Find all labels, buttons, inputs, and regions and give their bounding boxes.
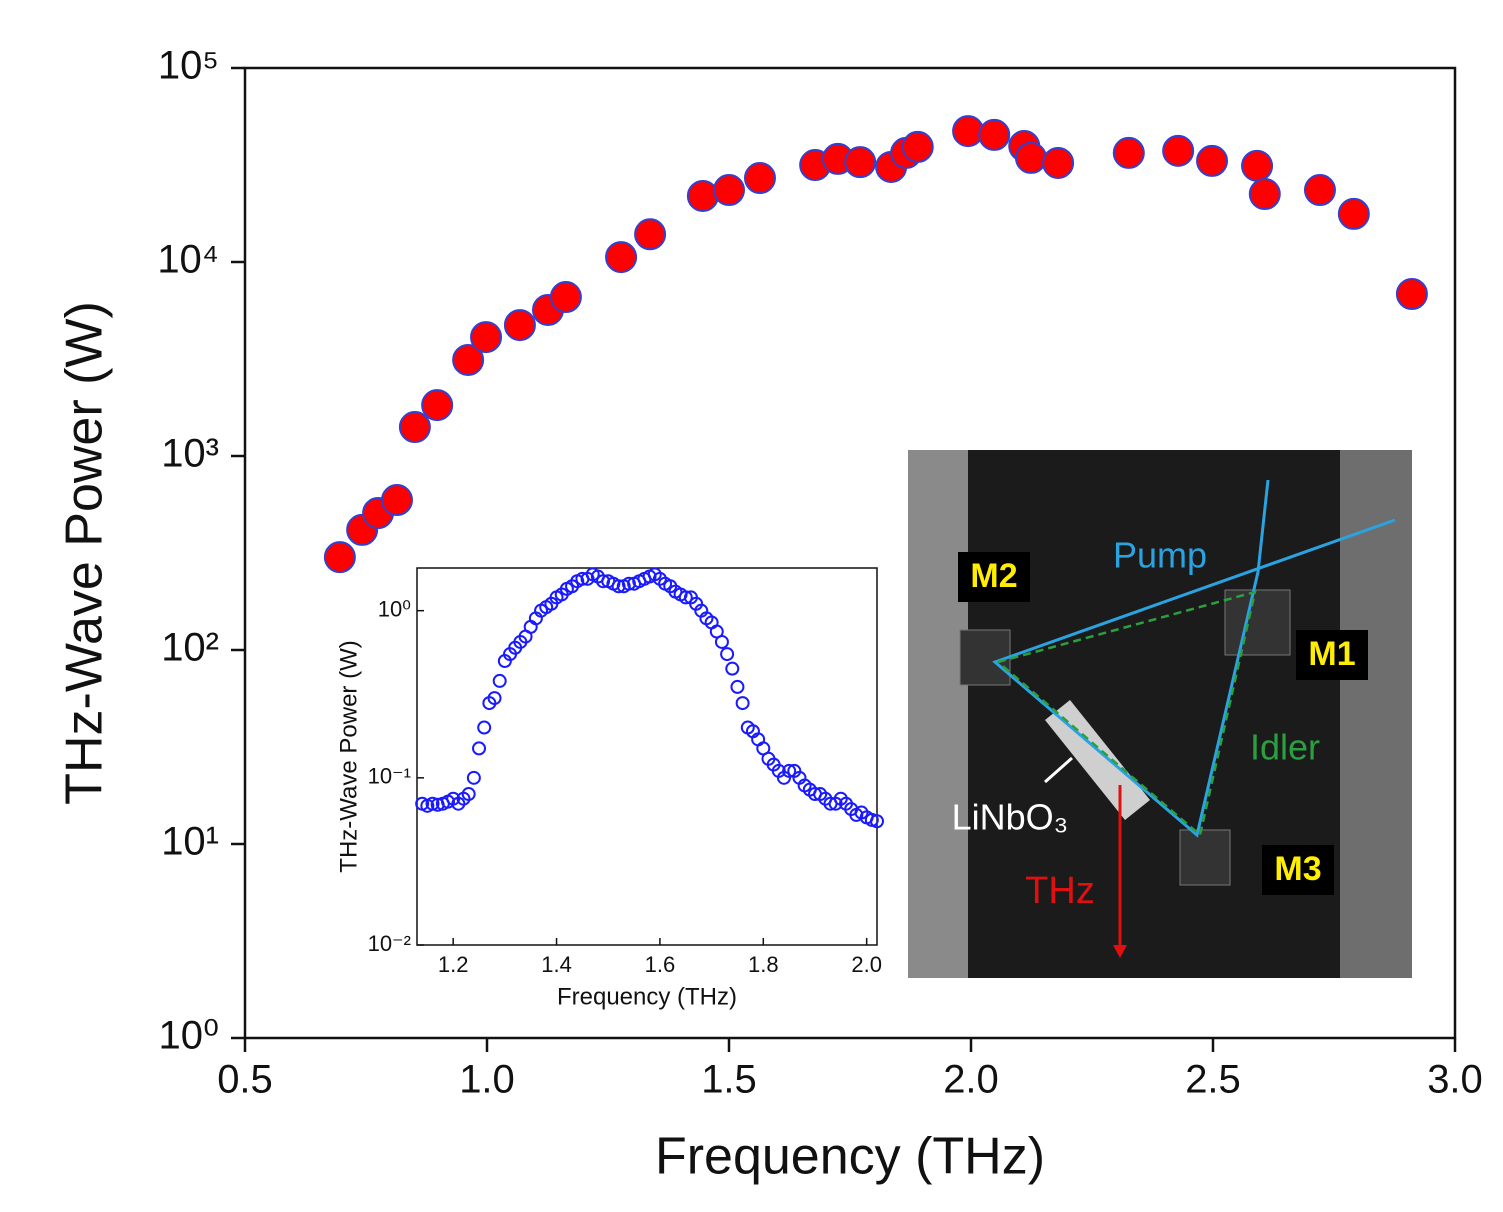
data-point (461, 787, 476, 802)
data-point (472, 741, 487, 756)
beam-label: THz (1025, 870, 1095, 912)
y-tick-label: 10² (161, 626, 219, 670)
data-point (678, 590, 693, 605)
data-point (1015, 141, 1048, 174)
y-tick-label: 10³ (161, 432, 219, 476)
x-axis-title: Frequency (THz) (557, 983, 737, 1010)
data-point (1042, 146, 1075, 179)
photo-table-edge (1340, 450, 1412, 978)
x-tick-label: 2.0 (851, 952, 882, 977)
data-point (477, 720, 492, 735)
x-tick-label: 0.5 (217, 1058, 273, 1102)
data-point (743, 162, 776, 195)
y-axis-title: THz-Wave Power (W) (335, 640, 362, 872)
data-point (1248, 178, 1281, 211)
data-point (735, 696, 750, 711)
label-box (1262, 845, 1334, 895)
idler-beam (997, 590, 1257, 838)
data-point (1303, 174, 1336, 207)
crystal-label: LiNbO₃ (952, 797, 1069, 838)
plot-frame (416, 567, 878, 946)
data-point (1112, 136, 1145, 169)
data-point (492, 673, 507, 688)
pointer-arrow (1044, 756, 1073, 784)
data-point (466, 770, 481, 785)
x-tick-label: 1.5 (701, 1058, 757, 1102)
data-point (978, 118, 1011, 151)
data-point (870, 814, 884, 829)
mirror-mount (1224, 589, 1291, 656)
x-tick-label: 2.0 (943, 1058, 999, 1102)
data-point (425, 796, 440, 811)
mirror-label: M3 (1274, 850, 1321, 888)
data-point (549, 281, 582, 314)
x-tick-label: 1.2 (438, 952, 469, 977)
data-point (452, 343, 485, 376)
data-point (621, 576, 636, 591)
data-point (605, 241, 638, 274)
data-point (714, 634, 729, 649)
pump-beam (992, 479, 1396, 838)
y-tick-label: 10¹ (161, 820, 219, 864)
x-tick-label: 1.6 (645, 952, 676, 977)
x-tick-label: 3.0 (1427, 1058, 1483, 1102)
thz-arrowhead (1113, 945, 1127, 958)
data-point (686, 179, 719, 212)
y-tick-label: 10⁻² (368, 931, 411, 956)
y-tick-label: 10⁵ (158, 44, 219, 88)
inset-background (417, 568, 877, 945)
photo-table-edge (908, 450, 968, 978)
data-point (323, 541, 356, 574)
plot-frame (243, 66, 1457, 1040)
data-point (398, 411, 431, 444)
mirror-label: M2 (970, 557, 1017, 595)
y-tick-label: 10⁴ (157, 238, 219, 282)
x-tick-label: 1.8 (748, 952, 779, 977)
label-box (958, 552, 1030, 602)
data-point (844, 146, 877, 179)
chart: 0.5 1.0 1.5 2.0 2.5 3.0 10⁰ 10¹ 10² 10³ 10⁴ 10⁵ Freq… (56, 44, 1483, 1186)
x-tick-label: 1.0 (459, 1058, 515, 1102)
label-box (1296, 630, 1368, 680)
data-point (487, 691, 502, 706)
data-point (952, 115, 985, 148)
data-point (1337, 197, 1370, 230)
crystal-mount (1045, 700, 1150, 820)
data-point (380, 484, 413, 517)
setup-photo: M2 M1 M3 Pump Idler LiNbO₃ THz (908, 450, 1412, 978)
data-point (901, 130, 934, 163)
data-point (1162, 134, 1195, 167)
mirror-mount (959, 629, 1011, 686)
data-point (725, 661, 740, 676)
beam-label: Pump (1113, 535, 1207, 576)
mirror-mount (1179, 829, 1231, 886)
y-tick-label: 10⁰ (158, 1014, 219, 1058)
data-point (634, 218, 667, 251)
y-axis-title: THz-Wave Power (W) (56, 301, 114, 805)
y-tick-label: 10⁰ (378, 596, 411, 621)
data-point (503, 309, 536, 342)
beam-label: Idler (1250, 727, 1320, 768)
data-point (730, 679, 745, 694)
data-point (1241, 149, 1274, 182)
y-tick-label: 10⁻¹ (368, 764, 411, 789)
data-point (782, 763, 797, 778)
chart: 1.2 1.4 1.6 1.8 2.0 10⁻² 10⁻¹ 10⁰ Frequency (THz… (335, 567, 884, 1010)
mirror-label: M1 (1308, 635, 1355, 673)
data-point (720, 647, 735, 662)
data-point (713, 174, 745, 207)
data-point (421, 389, 454, 422)
x-axis-title: Frequency (THz) (655, 1128, 1045, 1186)
x-tick-label: 2.5 (1185, 1058, 1241, 1102)
data-point (596, 574, 611, 589)
data-point (1196, 144, 1229, 177)
data-point (1395, 277, 1428, 310)
data-point (470, 321, 503, 354)
photo-background (908, 450, 1412, 978)
x-tick-label: 1.4 (541, 952, 572, 977)
